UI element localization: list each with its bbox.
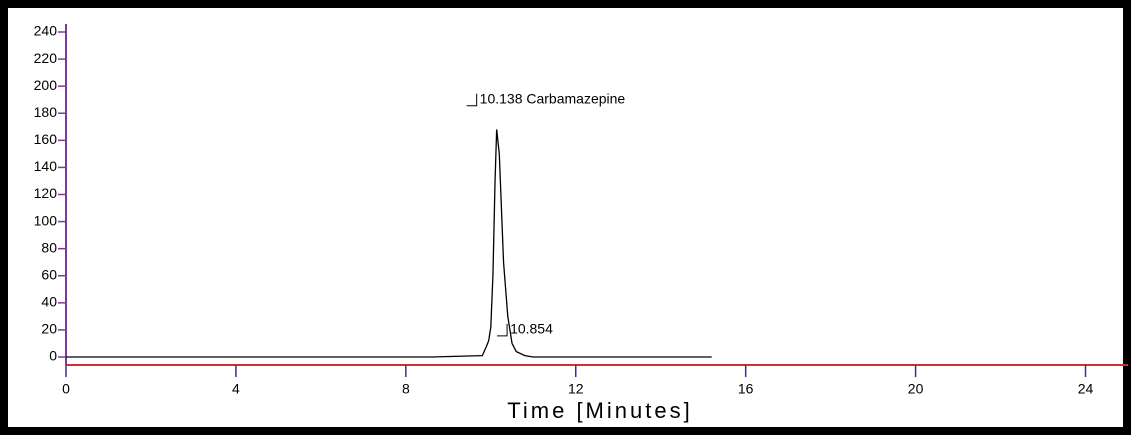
x-tick-label: 8 — [402, 381, 410, 397]
y-tick-label: 160 — [34, 131, 58, 147]
annotation: 10.138 Carbamazepine — [480, 90, 626, 106]
x-tick-label: 16 — [738, 381, 754, 397]
y-tick-label: 80 — [41, 239, 57, 255]
y-tick-label: 180 — [34, 104, 58, 120]
y-tick-label: 140 — [34, 158, 58, 174]
y-tick-label: 40 — [41, 294, 57, 310]
x-tick-label: 4 — [232, 381, 240, 397]
annotation-marker — [466, 93, 478, 107]
y-tick-label: 20 — [41, 321, 57, 337]
x-axis-label: Time [Minutes] — [507, 398, 692, 423]
y-tick-label: 220 — [34, 50, 58, 66]
y-tick-label: 60 — [41, 266, 57, 282]
annotation-marker — [497, 323, 508, 337]
x-tick-label: 20 — [908, 381, 924, 397]
x-tick-label: 0 — [62, 381, 70, 397]
y-tick-label: 200 — [34, 77, 58, 93]
signal-line — [66, 129, 712, 358]
x-tick-label: 24 — [1078, 381, 1094, 397]
y-tick-label: 100 — [34, 212, 58, 228]
y-tick-label: 240 — [34, 23, 58, 39]
x-tick-label: 12 — [568, 381, 584, 397]
y-tick-label: 120 — [34, 185, 58, 201]
annotation: 10.854 — [510, 321, 553, 337]
y-tick-label: 0 — [49, 348, 57, 364]
